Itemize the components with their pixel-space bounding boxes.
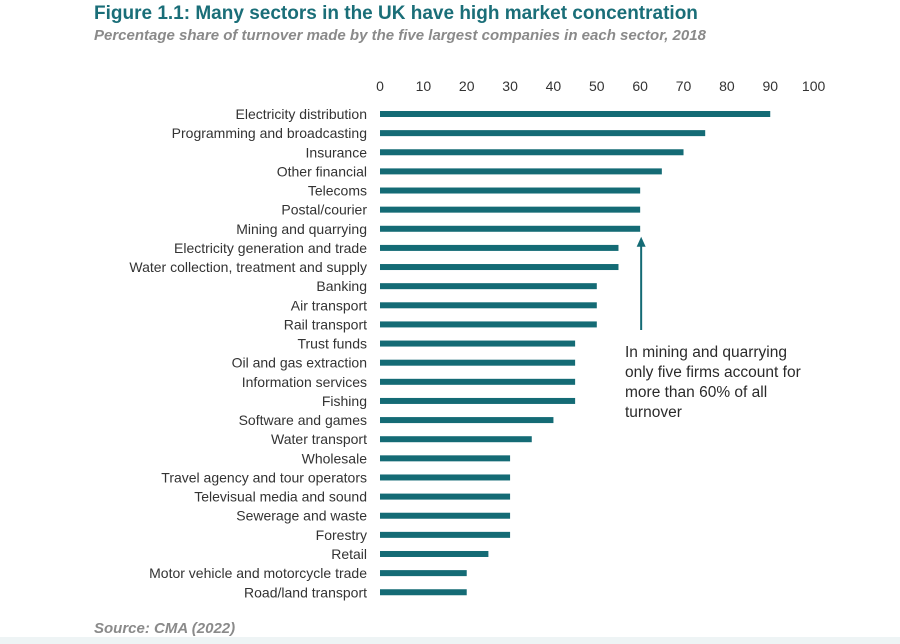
bar xyxy=(380,550,489,557)
category-label: Information services xyxy=(242,374,367,390)
annotation: In mining and quarrying only five firms a… xyxy=(625,236,801,421)
bar xyxy=(380,283,597,290)
x-tick-label: 70 xyxy=(676,78,692,94)
category-label: Forestry xyxy=(316,527,367,543)
category-label: Electricity distribution xyxy=(236,106,368,122)
bar xyxy=(380,168,662,175)
footer-strip xyxy=(0,637,900,644)
chart-subtitle: Percentage share of turnover made by the… xyxy=(94,27,706,44)
category-label: Rail transport xyxy=(284,316,367,332)
category-label: Programming and broadcasting xyxy=(172,125,367,141)
annotation-line: In mining and quarrying xyxy=(625,344,787,361)
x-tick-label: 20 xyxy=(459,78,475,94)
category-label: Fishing xyxy=(322,393,367,409)
bar xyxy=(380,225,641,232)
bar xyxy=(380,455,511,462)
category-label: Oil and gas extraction xyxy=(232,355,367,371)
x-tick-label: 80 xyxy=(719,78,735,94)
bar xyxy=(380,417,554,424)
bar xyxy=(380,531,511,538)
annotation-text: In mining and quarrying only five firms a… xyxy=(625,344,801,421)
x-tick-label: 30 xyxy=(502,78,518,94)
category-label: Road/land transport xyxy=(244,584,367,600)
x-tick-label: 50 xyxy=(589,78,605,94)
bar xyxy=(380,149,684,156)
category-label: Retail xyxy=(331,546,367,562)
category-label: Mining and quarrying xyxy=(236,221,367,237)
category-label: Postal/courier xyxy=(281,202,367,218)
category-labels: Electricity distribution Programming and … xyxy=(129,106,367,600)
bar xyxy=(380,302,597,309)
category-label: Wholesale xyxy=(302,450,368,466)
x-tick-label: 60 xyxy=(632,78,648,94)
category-label: Motor vehicle and motorcycle trade xyxy=(149,565,367,581)
category-label: Water collection, treatment and supply xyxy=(129,259,367,275)
chart-source: Source: CMA (2022) xyxy=(94,620,236,637)
x-tick-label: 100 xyxy=(802,78,826,94)
bar xyxy=(380,397,576,404)
category-label: Electricity generation and trade xyxy=(174,240,367,256)
x-tick-label: 0 xyxy=(376,78,384,94)
x-tick-label: 40 xyxy=(546,78,562,94)
category-label: Other financial xyxy=(277,163,367,179)
bar xyxy=(380,378,576,385)
bar xyxy=(380,111,771,117)
bar xyxy=(380,206,641,213)
bar xyxy=(380,244,619,251)
bar xyxy=(380,359,576,366)
bar xyxy=(380,130,706,137)
bar xyxy=(380,570,467,577)
bars xyxy=(380,111,771,596)
category-label: Travel agency and tour operators xyxy=(161,469,367,485)
annotation-arrow-head xyxy=(636,236,646,247)
category-label: Sewerage and waste xyxy=(236,508,367,524)
bar xyxy=(380,436,532,443)
category-label: Software and games xyxy=(239,412,367,428)
bar xyxy=(380,340,576,347)
bar xyxy=(380,187,641,194)
category-label: Insurance xyxy=(306,144,368,160)
x-tick-label: 10 xyxy=(416,78,432,94)
chart-title: Figure 1.1: Many sectors in the UK have … xyxy=(94,3,698,24)
category-label: Televisual media and sound xyxy=(194,489,367,505)
bar xyxy=(380,589,467,596)
category-label: Telecoms xyxy=(308,183,367,199)
bar xyxy=(380,474,511,481)
bar xyxy=(380,512,511,519)
category-label: Air transport xyxy=(291,297,367,313)
bar xyxy=(380,493,511,500)
category-label: Water transport xyxy=(271,431,367,447)
annotation-line: only five firms account for xyxy=(625,364,801,381)
annotation-line: more than 60% of all xyxy=(625,384,767,401)
x-tick-label: 90 xyxy=(762,78,778,94)
category-label: Trust funds xyxy=(297,336,367,352)
x-axis-ticks: 0 10 20 30 40 50 60 70 80 90 100 xyxy=(376,78,825,94)
bar xyxy=(380,321,597,328)
category-label: Banking xyxy=(316,278,367,294)
annotation-line: turnover xyxy=(625,404,682,421)
bar xyxy=(380,264,619,271)
